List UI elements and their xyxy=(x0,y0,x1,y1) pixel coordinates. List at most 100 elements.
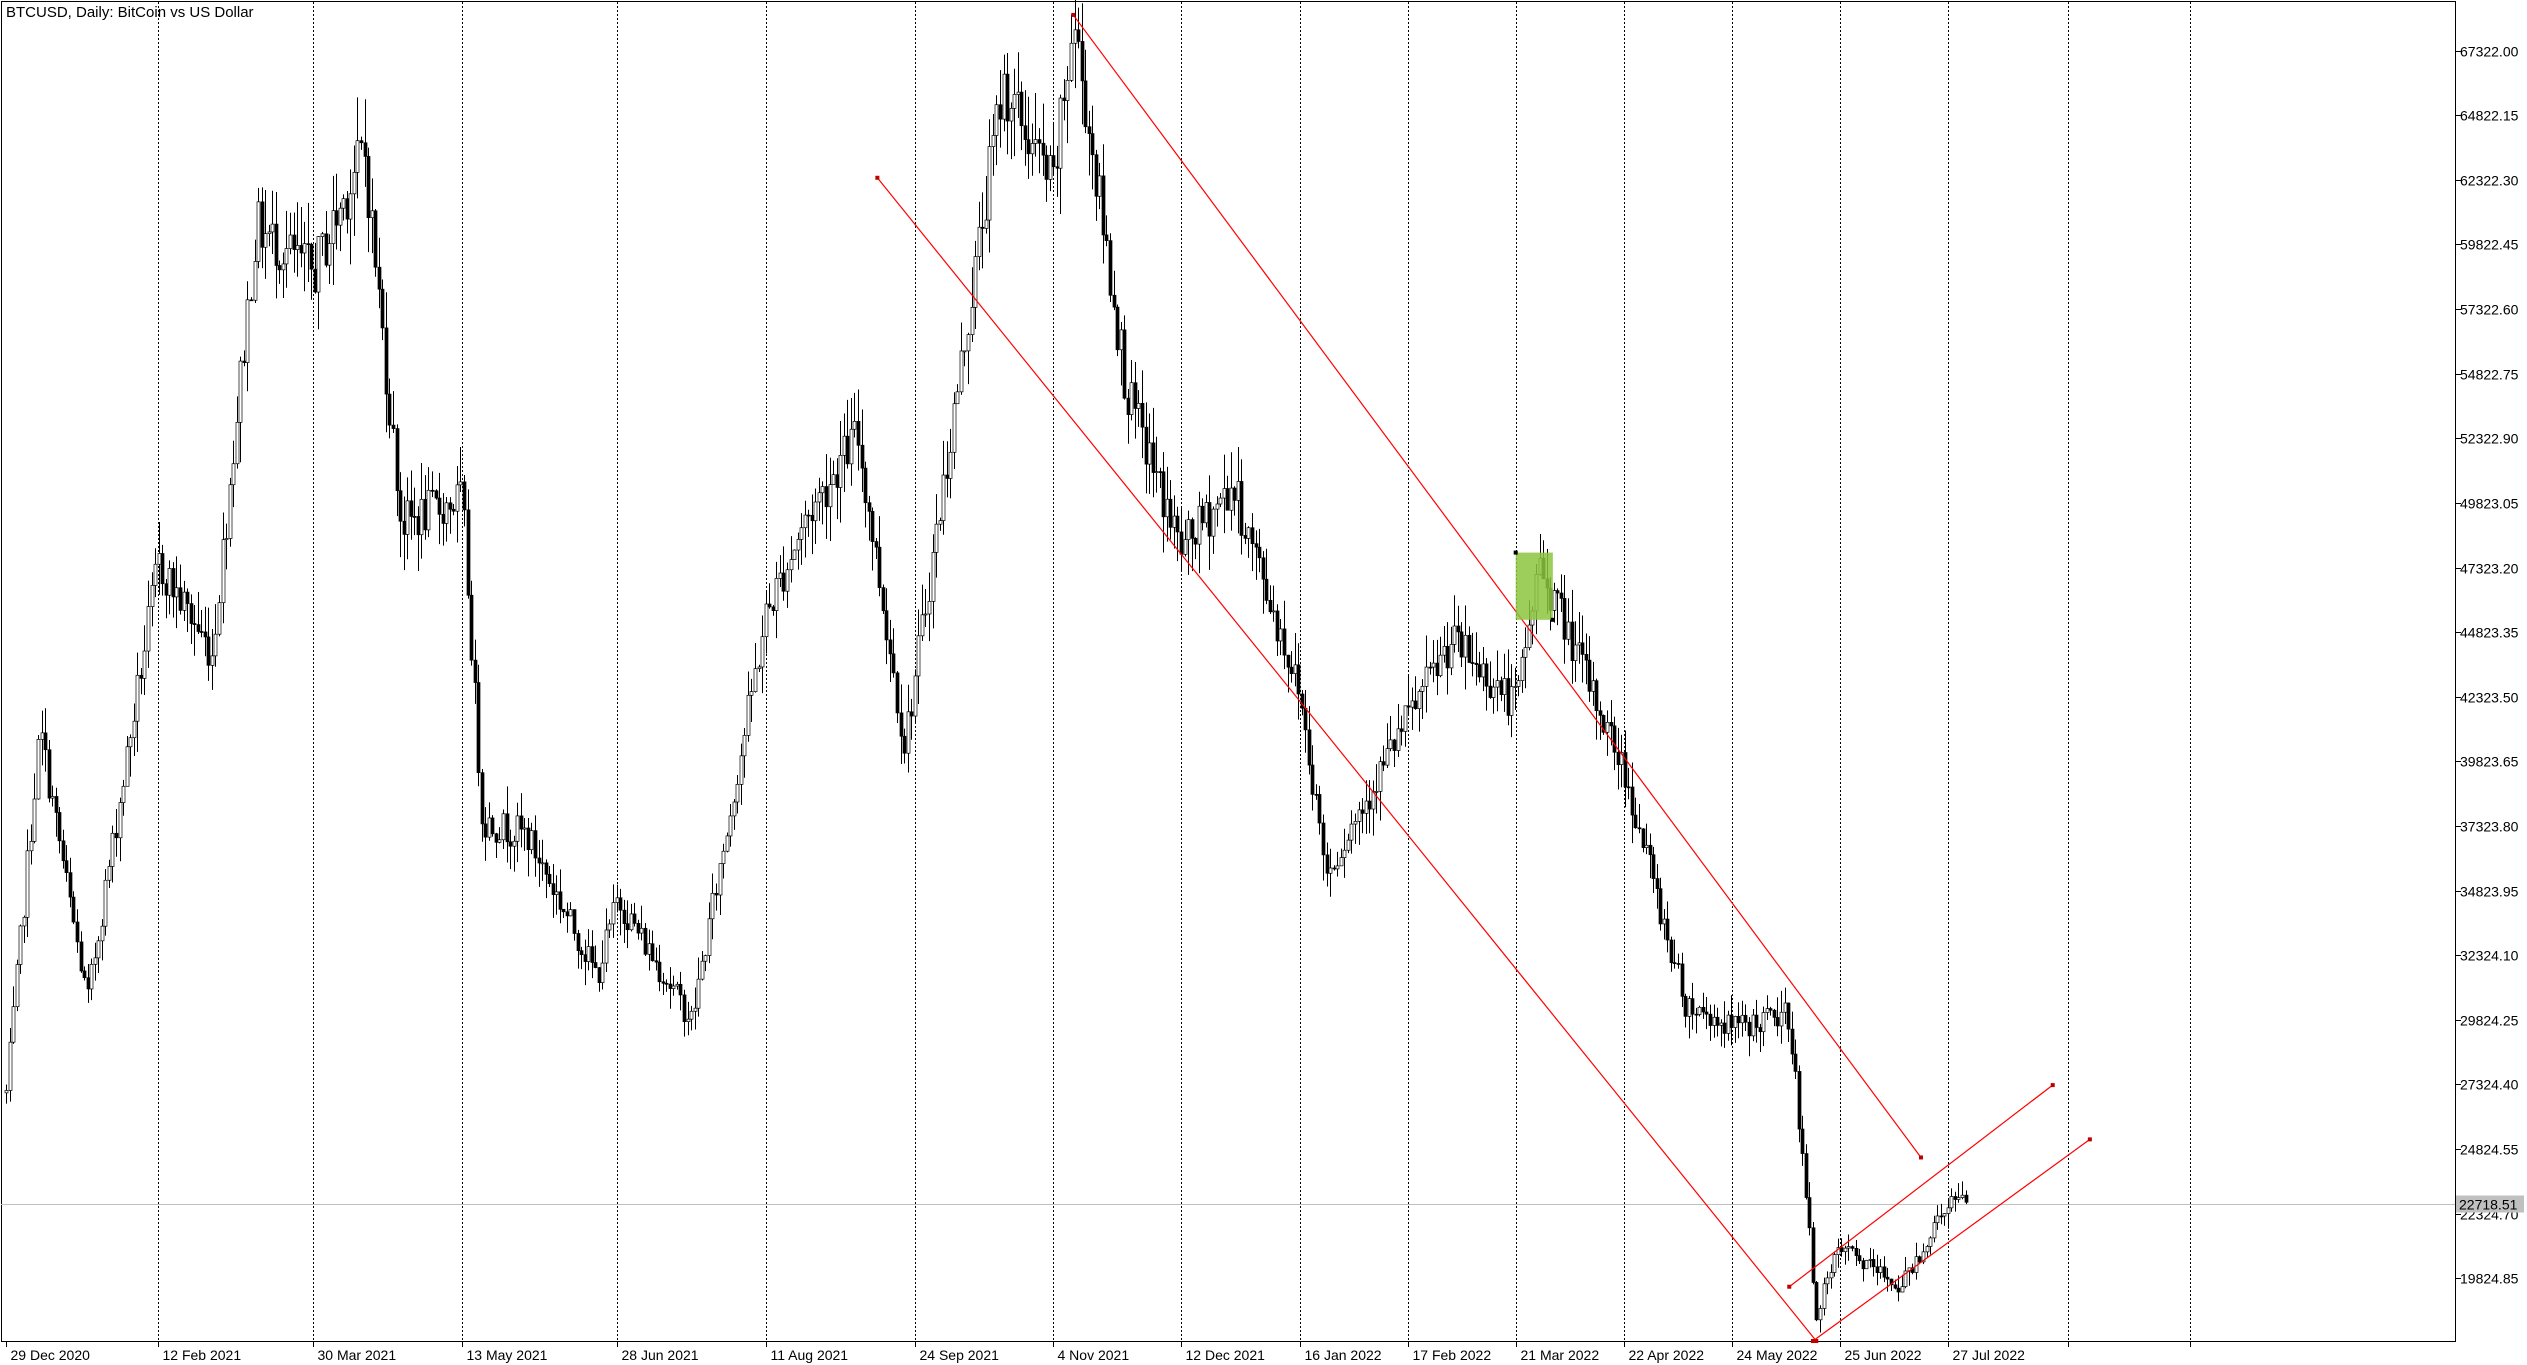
candle-body xyxy=(639,927,644,934)
candle-body xyxy=(1932,1222,1937,1239)
candle-body xyxy=(263,233,268,248)
candle-body xyxy=(1609,721,1614,727)
candle-body xyxy=(203,631,208,638)
candle-body xyxy=(1807,1197,1812,1229)
line-handle xyxy=(2050,1083,2055,1088)
candle-body xyxy=(1080,41,1085,82)
candle-body xyxy=(1282,628,1287,656)
candle-body xyxy=(813,501,818,522)
candle-body xyxy=(57,812,62,842)
candle-body xyxy=(1917,1256,1922,1263)
candle-body xyxy=(1030,143,1035,155)
candle-body xyxy=(395,428,400,492)
candle-body xyxy=(1797,1071,1802,1130)
candle-body xyxy=(1804,1153,1809,1198)
candle-body xyxy=(501,813,506,841)
candle-body xyxy=(1584,654,1589,661)
candle-body xyxy=(206,636,211,666)
candle-body xyxy=(1672,962,1677,964)
x-tick-label: 24 May 2022 xyxy=(1737,1347,1818,1363)
candle-body xyxy=(746,694,751,736)
current-price-label: 22718.51 xyxy=(2459,1197,2518,1213)
candle-body xyxy=(132,720,137,739)
candle-body xyxy=(1818,1308,1823,1321)
candle-body xyxy=(402,520,407,535)
candle-body xyxy=(590,946,595,963)
candle-body xyxy=(135,674,140,722)
candle-body xyxy=(118,802,123,839)
candle-body xyxy=(1254,543,1259,548)
candle-body xyxy=(1616,751,1621,766)
candle-body xyxy=(508,841,513,847)
rectangle-handle xyxy=(1513,550,1518,555)
x-tick-label: 24 Sep 2021 xyxy=(920,1347,1000,1363)
candle-body xyxy=(1509,686,1514,716)
candle-body xyxy=(764,603,769,638)
candle-body xyxy=(1921,1251,1926,1263)
candle-body xyxy=(1601,715,1606,733)
candle-body xyxy=(1069,42,1074,81)
candle-body xyxy=(1037,139,1042,144)
candle-body xyxy=(380,288,385,329)
candle-body xyxy=(994,104,999,136)
candle-body xyxy=(1928,1237,1933,1247)
candle-body xyxy=(1058,97,1063,169)
candle-body xyxy=(1307,729,1312,766)
candle-body xyxy=(1463,634,1468,658)
candle-body xyxy=(1033,139,1038,144)
candle-body xyxy=(274,223,279,266)
candle-body xyxy=(820,486,825,494)
candle-body xyxy=(331,210,336,244)
candle-body xyxy=(973,256,978,308)
candle-body xyxy=(1243,535,1248,539)
candle-body xyxy=(1481,663,1486,678)
candle-body xyxy=(817,492,822,503)
candle-body xyxy=(1651,854,1656,879)
candle-body xyxy=(327,243,332,266)
candle-body xyxy=(1204,502,1209,524)
candle-body xyxy=(625,923,630,931)
candle-body xyxy=(718,863,723,896)
candle-body xyxy=(1850,1246,1855,1249)
candle-body xyxy=(235,421,240,465)
candle-body xyxy=(1882,1266,1887,1278)
candle-body xyxy=(295,245,300,250)
candle-body xyxy=(1513,686,1518,688)
candle-body xyxy=(686,1018,691,1023)
candle-body xyxy=(373,210,378,268)
candle-body xyxy=(345,198,350,220)
candle-body xyxy=(1925,1246,1930,1253)
candle-body xyxy=(150,585,155,607)
candle-body xyxy=(796,539,801,551)
candle-body xyxy=(1878,1266,1883,1273)
candle-body xyxy=(61,840,66,862)
candle-body xyxy=(1122,329,1127,399)
candle-body xyxy=(370,210,375,219)
candle-body xyxy=(316,236,321,293)
candle-body xyxy=(700,960,705,980)
rising-channel-line xyxy=(1812,1138,2091,1342)
candle-body xyxy=(760,636,765,668)
candle-body xyxy=(25,850,30,918)
candle-body xyxy=(1165,498,1170,518)
candle-body xyxy=(537,857,542,864)
candle-body xyxy=(1740,1014,1745,1024)
candle-body xyxy=(1591,680,1596,692)
candle-body xyxy=(1783,1002,1788,1013)
candle-body xyxy=(1623,752,1628,788)
candle-body xyxy=(192,623,197,625)
candle-body xyxy=(1300,693,1305,709)
candle-body xyxy=(803,514,808,529)
candle-body xyxy=(1577,642,1582,646)
candle-body xyxy=(1225,488,1230,511)
candle-body xyxy=(1641,828,1646,848)
candle-body xyxy=(1268,600,1273,613)
candle-body xyxy=(1293,664,1298,674)
candle-body xyxy=(1388,739,1393,749)
candle-body xyxy=(1009,108,1014,122)
candle-body xyxy=(916,635,921,677)
y-tick-label: 37323.80 xyxy=(2460,819,2519,835)
candle-body xyxy=(355,140,360,173)
candle-body xyxy=(292,234,297,250)
